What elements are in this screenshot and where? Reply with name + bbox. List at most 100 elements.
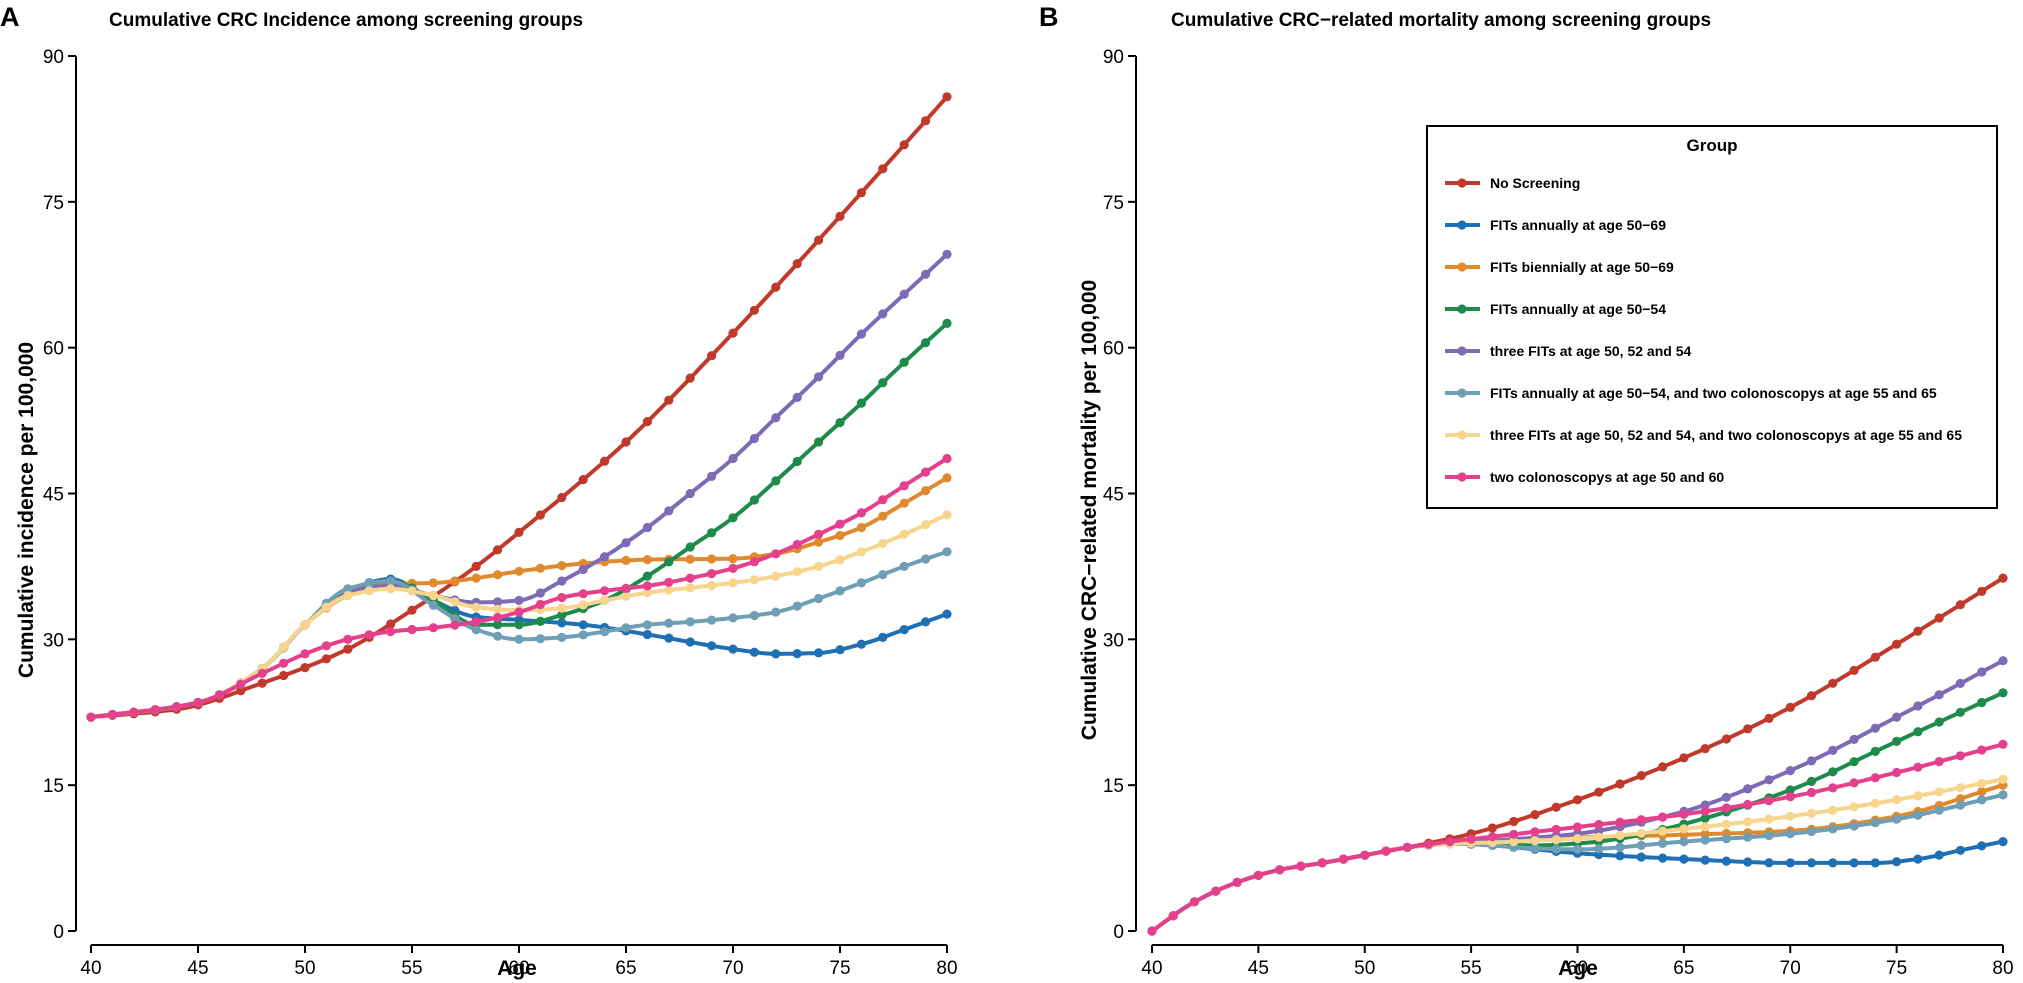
panel-b-x-tick-label: 70 [1780,958,1801,979]
data-point [1658,826,1668,836]
data-point [664,506,674,516]
data-point [921,617,931,627]
data-point [1530,810,1540,820]
series-line [90,321,949,720]
data-point [685,542,695,552]
data-point [1977,795,1987,805]
data-point [321,602,331,612]
data-point [407,586,417,596]
data-point [1806,787,1817,798]
data-point [386,627,396,637]
data-point [664,633,674,643]
data-point [749,575,760,585]
data-point [856,578,867,588]
data-point [1934,717,1944,727]
data-point [792,649,802,659]
data-point [1679,753,1689,763]
data-point [1934,805,1944,815]
data-point [856,522,867,533]
data-point [343,584,353,594]
data-point [407,624,417,635]
legend-label: No Screening [1490,175,1580,191]
data-point [1572,844,1583,854]
data-point [835,530,845,541]
data-point [728,563,738,574]
data-point [493,631,503,641]
data-point [1955,751,1965,761]
data-point [1913,854,1923,864]
data-point [835,645,845,655]
data-point [814,372,824,382]
legend-item: FITs annually at age 50−54 [1445,301,1666,317]
panel-a-series-7 [86,453,952,722]
data-point [364,630,374,640]
legend-marker [1457,262,1467,272]
data-point [728,613,738,623]
data-point [1721,734,1731,744]
data-point [1849,757,1859,767]
data-point [1977,745,1987,755]
data-point [685,373,695,383]
panel-b-y-tick-label: 15 [1103,776,1124,797]
data-point [749,433,760,444]
data-point [493,570,503,580]
data-point [685,573,695,583]
data-point [814,648,824,658]
data-point [899,481,909,491]
data-point [1849,821,1859,831]
data-point [1892,712,1902,722]
data-point [257,678,267,688]
data-point [535,588,546,598]
data-point [878,164,888,174]
data-point [1700,813,1710,823]
data-point [685,637,695,647]
data-point [878,378,888,388]
data-point [600,627,610,637]
data-point [428,600,438,610]
data-point [1806,776,1817,787]
panel-a-x-tick-label: 55 [401,958,422,979]
legend-item: FITs annually at age 50−54, and two colo… [1445,385,1937,401]
data-point [1977,787,1987,797]
data-point [771,476,781,486]
panel-a-y-tick-label: 75 [43,193,64,214]
data-point [942,453,952,464]
data-point [236,679,246,689]
data-point [792,601,802,611]
series-line [90,252,949,720]
data-point [1913,810,1923,820]
data-point [1572,795,1583,805]
data-point [685,488,695,499]
data-point [450,597,460,607]
data-point [493,612,503,623]
data-point [1594,787,1604,797]
panel-b-y-tick-label: 90 [1103,47,1124,68]
panel-b-axes: 0 15 30 45 60 75 90 40 45 50 55 60 65 70 75 80 [1103,47,2014,979]
data-point [1743,799,1753,810]
data-point [899,498,909,508]
data-point [1913,791,1923,801]
data-point [942,510,952,520]
legend-item: three FITs at age 50, 52 and 54 [1445,343,1691,359]
data-point [685,617,695,627]
panel-b-y-tick-label: 0 [1113,922,1124,943]
data-point [856,547,867,557]
data-point [1700,835,1710,845]
data-point [814,437,824,447]
data-point [1934,613,1944,623]
data-point [1955,794,1965,804]
data-point [707,641,717,651]
data-point [621,623,631,633]
data-point [1892,767,1902,778]
data-point [921,486,931,496]
data-point [1998,739,2008,749]
legend-box [1426,125,1998,509]
data-point [1275,865,1285,875]
data-point [664,585,674,595]
data-point [1892,814,1902,824]
data-point [1615,779,1625,789]
data-point [1211,886,1221,896]
data-point [707,569,717,579]
data-point [535,616,546,626]
data-point [1785,702,1795,713]
